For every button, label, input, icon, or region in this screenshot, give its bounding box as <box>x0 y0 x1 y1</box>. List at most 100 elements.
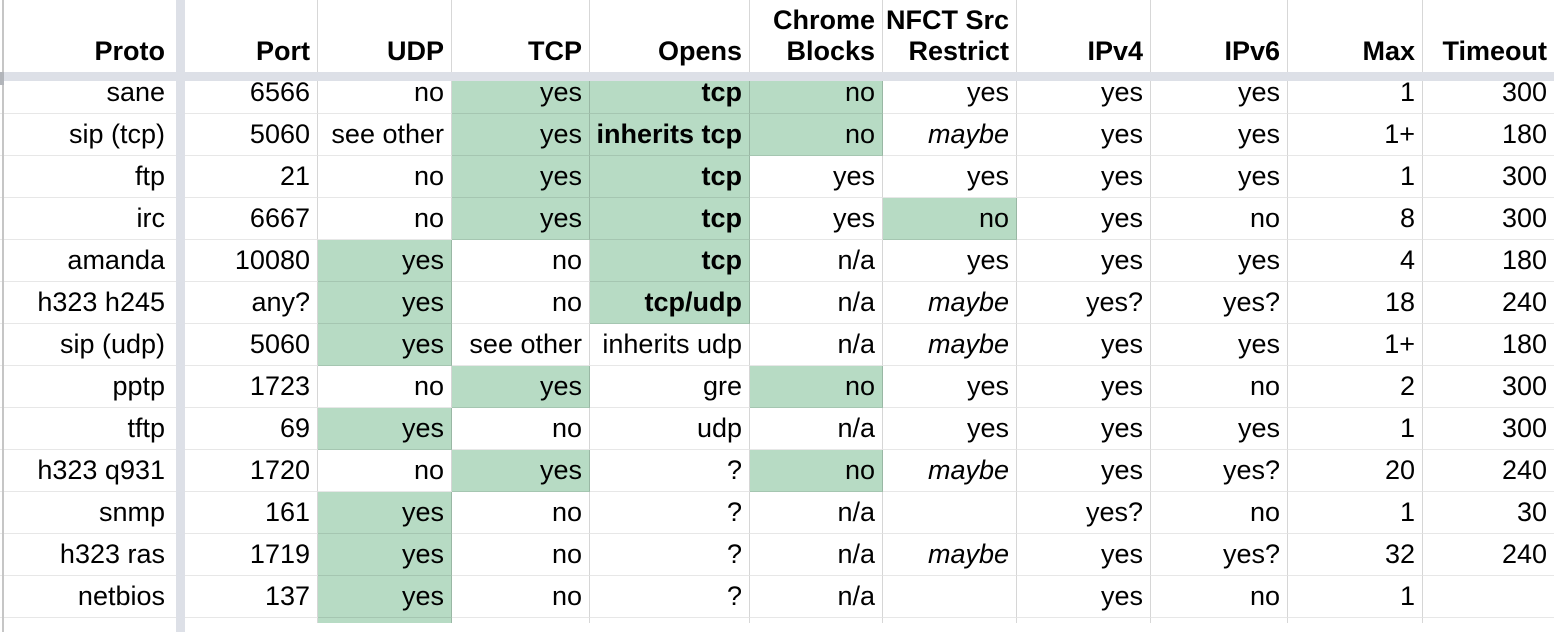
cell-udp[interactable]: yes <box>318 408 452 450</box>
column-header-timeout[interactable]: Timeout <box>1423 0 1554 72</box>
cell-udp[interactable]: no <box>318 366 452 408</box>
cell-timeout[interactable]: 300 <box>1423 198 1554 240</box>
cell-opens[interactable]: ? <box>590 534 750 576</box>
cell-nfct-src-restrict[interactable]: yes <box>883 366 1017 408</box>
cell-opens[interactable]: inherits udp <box>590 324 750 366</box>
cell-port[interactable]: 69 <box>185 408 318 450</box>
cell-udp[interactable] <box>318 618 452 623</box>
cell-proto[interactable]: tftp <box>0 408 185 450</box>
cell-tcp[interactable]: no <box>452 534 590 576</box>
cell-proto[interactable]: netbios <box>0 576 185 618</box>
cell-chrome-blocks[interactable]: no <box>750 450 883 492</box>
cell-opens[interactable] <box>590 618 750 623</box>
cell-tcp[interactable]: yes <box>452 198 590 240</box>
cell-timeout[interactable]: 240 <box>1423 450 1554 492</box>
cell-proto[interactable]: amanda <box>0 240 185 282</box>
cell-ipv6[interactable] <box>1151 618 1288 623</box>
column-header-port[interactable]: Port <box>185 0 318 72</box>
cell-chrome-blocks[interactable] <box>750 618 883 623</box>
cell-ipv6[interactable]: yes? <box>1151 534 1288 576</box>
cell-chrome-blocks[interactable]: n/a <box>750 282 883 324</box>
cell-tcp[interactable]: yes <box>452 156 590 198</box>
cell-tcp[interactable]: no <box>452 492 590 534</box>
cell-timeout[interactable]: 180 <box>1423 114 1554 156</box>
cell-chrome-blocks[interactable]: yes <box>750 156 883 198</box>
cell-proto[interactable]: h323 ras <box>0 534 185 576</box>
cell-chrome-blocks[interactable]: n/a <box>750 408 883 450</box>
cell-tcp[interactable]: no <box>452 240 590 282</box>
cell-max[interactable]: 18 <box>1288 282 1423 324</box>
cell-proto[interactable]: snmp <box>0 492 185 534</box>
column-header-ipv6[interactable]: IPv6 <box>1151 0 1288 72</box>
cell-ipv6[interactable]: yes? <box>1151 450 1288 492</box>
cell-opens[interactable]: tcp/udp <box>590 282 750 324</box>
cell-port[interactable]: 1723 <box>185 366 318 408</box>
cell-timeout[interactable] <box>1423 618 1554 623</box>
cell-chrome-blocks[interactable]: n/a <box>750 534 883 576</box>
cell-nfct-src-restrict[interactable]: yes <box>883 240 1017 282</box>
cell-timeout[interactable]: 300 <box>1423 366 1554 408</box>
column-header-max[interactable]: Max <box>1288 0 1423 72</box>
cell-opens[interactable]: tcp <box>590 240 750 282</box>
cell-ipv6[interactable]: no <box>1151 366 1288 408</box>
cell-udp[interactable]: yes <box>318 324 452 366</box>
cell-proto[interactable]: ftp <box>0 156 185 198</box>
cell-max[interactable]: 1+ <box>1288 324 1423 366</box>
cell-nfct-src-restrict[interactable]: maybe <box>883 282 1017 324</box>
column-header-tcp[interactable]: TCP <box>452 0 590 72</box>
cell-port[interactable]: 6667 <box>185 198 318 240</box>
cell-udp[interactable]: yes <box>318 534 452 576</box>
cell-opens[interactable]: gre <box>590 366 750 408</box>
cell-proto[interactable]: h323 q931 <box>0 450 185 492</box>
cell-ipv6[interactable]: yes <box>1151 324 1288 366</box>
cell-max[interactable]: 1 <box>1288 408 1423 450</box>
column-header-chrome-blocks[interactable]: Chrome Blocks <box>750 0 883 72</box>
cell-ipv4[interactable]: yes? <box>1017 282 1151 324</box>
cell-ipv4[interactable]: yes <box>1017 324 1151 366</box>
cell-nfct-src-restrict[interactable] <box>883 618 1017 623</box>
cell-ipv6[interactable]: yes <box>1151 240 1288 282</box>
cell-max[interactable]: 1+ <box>1288 114 1423 156</box>
cell-port[interactable]: any? <box>185 282 318 324</box>
cell-opens[interactable]: ? <box>590 450 750 492</box>
cell-chrome-blocks[interactable]: n/a <box>750 492 883 534</box>
cell-ipv4[interactable]: yes <box>1017 114 1151 156</box>
cell-opens[interactable]: ? <box>590 492 750 534</box>
cell-ipv6[interactable]: no <box>1151 198 1288 240</box>
cell-udp[interactable]: yes <box>318 492 452 534</box>
cell-tcp[interactable]: no <box>452 408 590 450</box>
cell-nfct-src-restrict[interactable]: maybe <box>883 114 1017 156</box>
cell-ipv4[interactable]: yes? <box>1017 492 1151 534</box>
cell-tcp[interactable]: yes <box>452 366 590 408</box>
cell-port[interactable]: 161 <box>185 492 318 534</box>
cell-max[interactable]: 4 <box>1288 240 1423 282</box>
cell-udp[interactable]: yes <box>318 240 452 282</box>
cell-max[interactable]: 2 <box>1288 366 1423 408</box>
cell-chrome-blocks[interactable]: yes <box>750 198 883 240</box>
cell-ipv6[interactable]: no <box>1151 576 1288 618</box>
cell-nfct-src-restrict[interactable]: maybe <box>883 534 1017 576</box>
column-header-nfct-src-restrict[interactable]: NFCT Src Restrict <box>883 0 1017 72</box>
cell-tcp[interactable]: yes <box>452 114 590 156</box>
cell-nfct-src-restrict[interactable] <box>883 492 1017 534</box>
cell-proto[interactable]: h323 h245 <box>0 282 185 324</box>
cell-nfct-src-restrict[interactable]: yes <box>883 156 1017 198</box>
cell-timeout[interactable]: 240 <box>1423 534 1554 576</box>
cell-port[interactable]: 1720 <box>185 450 318 492</box>
cell-port[interactable]: 5060 <box>185 324 318 366</box>
cell-timeout[interactable]: 30 <box>1423 492 1554 534</box>
cell-tcp[interactable]: yes <box>452 450 590 492</box>
cell-max[interactable] <box>1288 618 1423 623</box>
cell-timeout[interactable]: 240 <box>1423 282 1554 324</box>
frozen-row-divider[interactable] <box>0 72 1554 81</box>
cell-max[interactable]: 8 <box>1288 198 1423 240</box>
cell-ipv4[interactable]: yes <box>1017 534 1151 576</box>
cell-chrome-blocks[interactable]: no <box>750 114 883 156</box>
cell-nfct-src-restrict[interactable]: maybe <box>883 450 1017 492</box>
cell-nfct-src-restrict[interactable] <box>883 576 1017 618</box>
cell-udp[interactable]: yes <box>318 576 452 618</box>
cell-tcp[interactable]: no <box>452 576 590 618</box>
column-header-proto[interactable]: Proto <box>0 0 185 72</box>
cell-proto[interactable] <box>0 618 185 623</box>
cell-chrome-blocks[interactable]: no <box>750 366 883 408</box>
